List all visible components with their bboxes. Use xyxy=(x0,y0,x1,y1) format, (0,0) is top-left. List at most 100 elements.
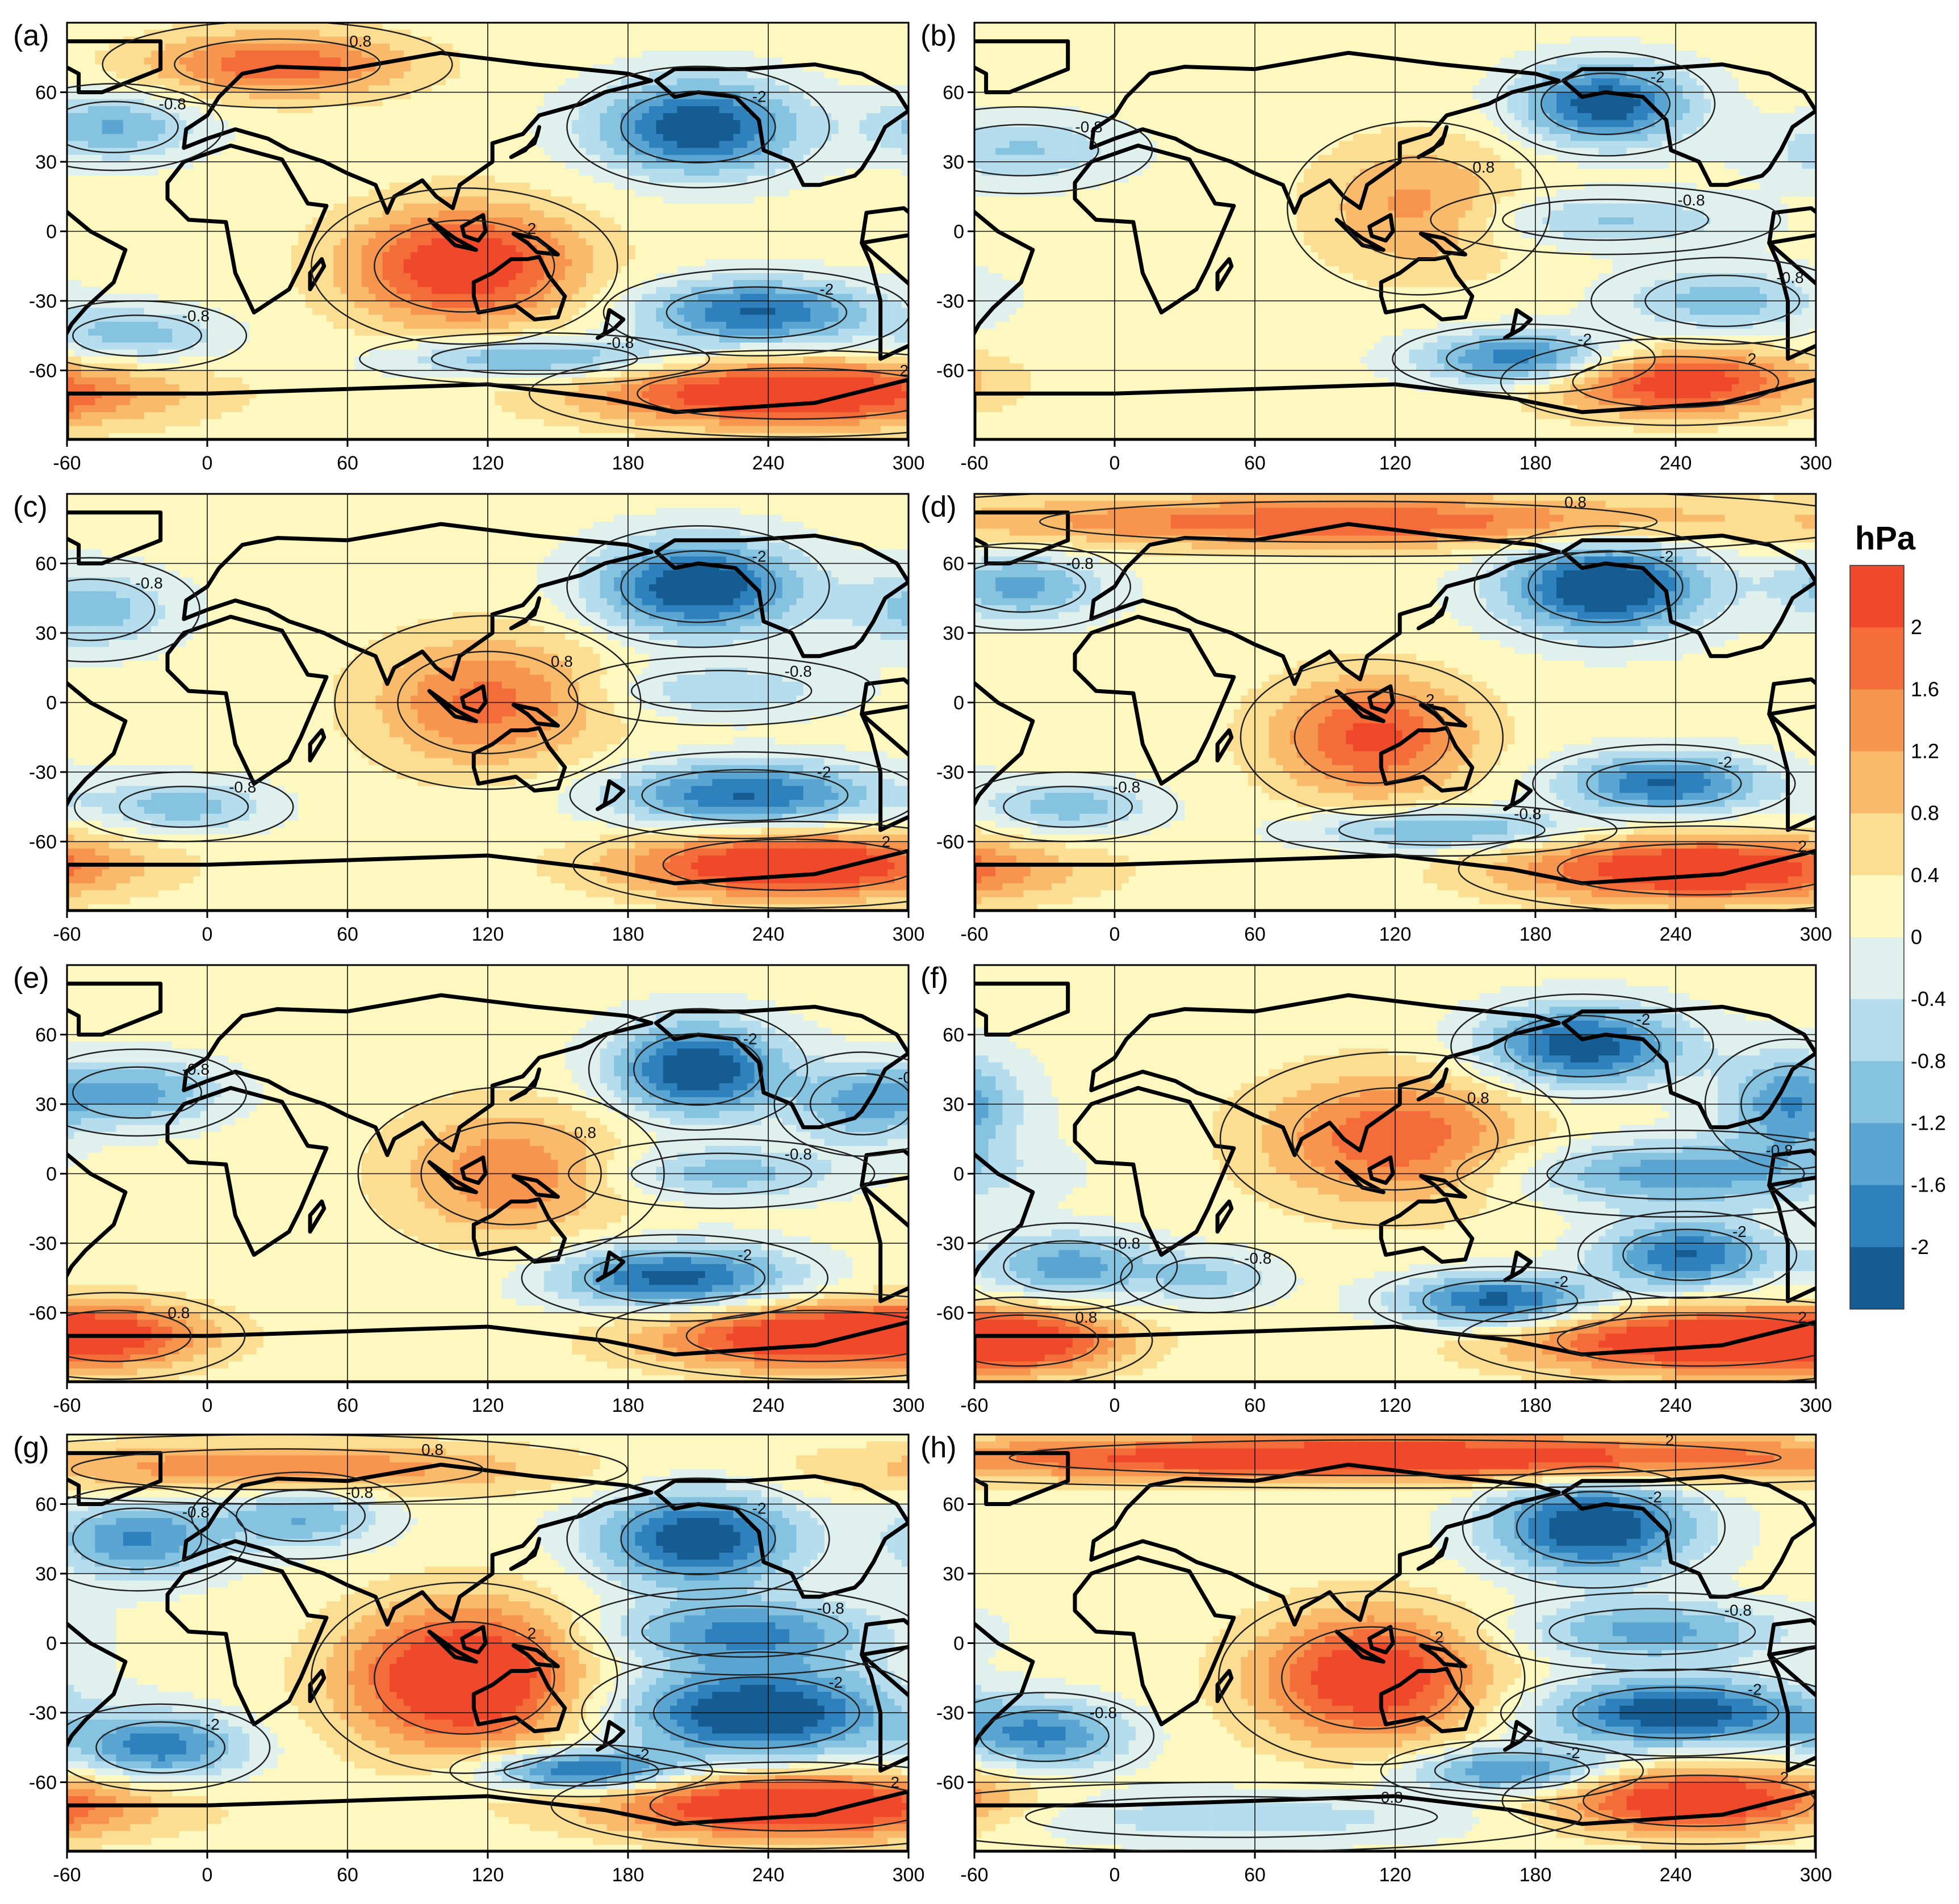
contour-label: -2 xyxy=(1660,547,1674,565)
y-tick-label: 0 xyxy=(46,693,57,714)
contour-label: 0.8 xyxy=(349,32,371,50)
graticule xyxy=(67,23,909,440)
x-tick-label: 180 xyxy=(1520,1395,1552,1416)
contour-label: -0.8 xyxy=(182,307,210,325)
contour-label: -0.8 xyxy=(1765,1142,1793,1159)
y-tick-label: 30 xyxy=(943,152,964,173)
x-tick-label: 300 xyxy=(1800,1864,1832,1886)
contour-label: -2 xyxy=(738,1246,752,1264)
contour-label: 0.8 xyxy=(574,1124,596,1142)
contour-label: -0.8 xyxy=(1075,118,1102,136)
panel-label: (e) xyxy=(13,962,49,995)
x-tick-label: 0 xyxy=(202,1864,213,1886)
panel-label: (a) xyxy=(13,19,49,52)
x-tick-label: 120 xyxy=(1379,1395,1412,1416)
colorbar-swatch xyxy=(1850,875,1904,938)
x-tick-label: 180 xyxy=(612,1864,644,1886)
x-tick-label: 0 xyxy=(202,1395,213,1416)
map-panel: 220.8-2-2-2-2-0.8-0.8-0.8-60 0 60 120 180 240… xyxy=(13,1431,925,1886)
x-tick-label: 300 xyxy=(1800,924,1832,945)
x-tick-label: -60 xyxy=(960,1864,988,1886)
x-tick-label: 300 xyxy=(893,452,925,474)
colorbar-title: hPa xyxy=(1855,520,1916,557)
x-tick-label: 0 xyxy=(202,924,213,945)
x-tick-label: 300 xyxy=(1800,452,1832,474)
x-tick-label: 120 xyxy=(472,1864,504,1886)
y-tick-label: 30 xyxy=(943,1094,964,1115)
y-tick-label: -60 xyxy=(29,1772,57,1794)
x-tick-label: 240 xyxy=(752,1395,785,1416)
x-tick-label: 0 xyxy=(1110,1395,1120,1416)
contour-label: -0.8 xyxy=(1776,269,1803,287)
x-tick-label: 240 xyxy=(1660,1395,1692,1416)
contour-label: 2 xyxy=(1435,1628,1444,1646)
y-tick-label: 0 xyxy=(46,221,57,243)
x-tick-label: 60 xyxy=(1244,924,1266,945)
colorbar-swatch xyxy=(1850,1247,1904,1310)
pressure-anomaly-field xyxy=(67,965,909,1382)
colorbar-tick-label: 0.4 xyxy=(1911,863,1939,887)
contour-label: -0.8 xyxy=(1514,805,1541,823)
x-tick-label: 120 xyxy=(472,924,504,945)
x-tick-label: -60 xyxy=(960,1395,988,1416)
colorbar-tick-label: -0.4 xyxy=(1911,987,1946,1010)
y-tick-label: 30 xyxy=(35,152,57,173)
contour-label: -2 xyxy=(828,1674,843,1691)
colorbar-swatch xyxy=(1850,813,1904,876)
contour-label: -2 xyxy=(1651,68,1665,86)
y-tick-label: 60 xyxy=(35,1494,57,1516)
y-tick-label: 60 xyxy=(35,553,57,575)
y-tick-label: -30 xyxy=(936,762,964,783)
contour-label: 0.8 xyxy=(1075,1309,1097,1326)
contour-label: 2 xyxy=(1665,1431,1674,1449)
colorbar: hPa 2 1.6 1.2 0.8 0.4 0 -0.4 -0.8 -1.2 -1.6 -2 xyxy=(1849,520,1946,1310)
colorbar-swatch xyxy=(1850,1123,1904,1186)
panel-label: (h) xyxy=(920,1431,957,1464)
contour-label: -0.8 xyxy=(785,1145,812,1163)
panel-label: (c) xyxy=(13,490,48,523)
y-tick-label: 30 xyxy=(943,623,964,644)
panel-label: (g) xyxy=(13,1431,49,1464)
contour-label: -2 xyxy=(1554,1273,1568,1290)
colorbar-tick-label: 0 xyxy=(1911,925,1922,949)
x-tick-label: 60 xyxy=(337,1395,358,1416)
x-tick-label: 300 xyxy=(893,1864,925,1886)
y-tick-label: 0 xyxy=(46,1164,57,1185)
y-tick-label: -60 xyxy=(29,832,57,853)
contour-label: -2 xyxy=(752,1500,767,1517)
y-tick-label: 60 xyxy=(35,1025,57,1046)
panel-label: (f) xyxy=(920,962,948,995)
x-tick-label: 60 xyxy=(1244,1395,1266,1416)
x-tick-label: 60 xyxy=(337,452,358,474)
colorbar-swatch xyxy=(1850,1185,1904,1248)
colorbar-tick-label: 2 xyxy=(1911,615,1922,639)
map-panel: 0.82-2-2-0.8-0.8-0.8-60 0 60 120 180 240 30060… xyxy=(13,490,924,945)
x-tick-label: -60 xyxy=(960,924,988,945)
map-panel: 220.8-2-2-0.8-0.8-0.8-60 0 60 120 180 240 3006… xyxy=(13,19,925,474)
coastlines xyxy=(974,1451,1816,1852)
contour-label: -2 xyxy=(743,1030,757,1048)
contour-label: 2 xyxy=(1748,350,1757,367)
colorbar-tick-label: 1.6 xyxy=(1911,677,1939,701)
y-tick-label: 30 xyxy=(35,623,57,644)
contour-lines: 0.820.8-2-2-2-0.8-0.8-0.8-0.8 xyxy=(974,993,1816,1382)
contour-label: -2 xyxy=(1718,753,1732,771)
contour-label: -0.8 xyxy=(346,1483,373,1501)
x-tick-label: 60 xyxy=(1244,1864,1266,1886)
colorbar-swatch xyxy=(1850,1061,1904,1123)
x-tick-label: 60 xyxy=(1244,452,1266,474)
map-panels: 220.8-2-2-0.8-0.8-0.8-60 0 60 120 180 240 3006… xyxy=(13,19,1832,1886)
x-tick-label: 240 xyxy=(1660,924,1692,945)
y-tick-label: 60 xyxy=(35,82,57,104)
x-tick-label: 120 xyxy=(472,452,504,474)
colorbar-tick-label: -2 xyxy=(1911,1235,1929,1259)
x-tick-label: -60 xyxy=(53,1395,81,1416)
x-tick-label: 180 xyxy=(1520,452,1552,474)
contour-label: -0.8 xyxy=(898,1068,925,1086)
map-panel: 0.820.8-2-2-2-0.8-0.8-0.8-0.8-60 0 60 120 18… xyxy=(920,962,1832,1416)
map-panel: 220.8-2-2-0.8-0.8-0.8-60 0 60 120 180 240 3006… xyxy=(920,490,1832,945)
contour-label: -2 xyxy=(206,1716,220,1733)
x-tick-label: 60 xyxy=(337,1864,358,1886)
x-tick-label: 180 xyxy=(1520,924,1552,945)
